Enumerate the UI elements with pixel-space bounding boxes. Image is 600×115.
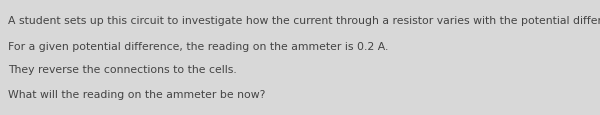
Text: They reverse the connections to the cells.: They reverse the connections to the cell…	[8, 64, 237, 74]
Text: What will the reading on the ammeter be now?: What will the reading on the ammeter be …	[8, 89, 265, 99]
Text: For a given potential difference, the reading on the ammeter is 0.2 A.: For a given potential difference, the re…	[8, 42, 388, 52]
Text: A student sets up this circuit to investigate how the current through a resistor: A student sets up this circuit to invest…	[8, 16, 600, 26]
